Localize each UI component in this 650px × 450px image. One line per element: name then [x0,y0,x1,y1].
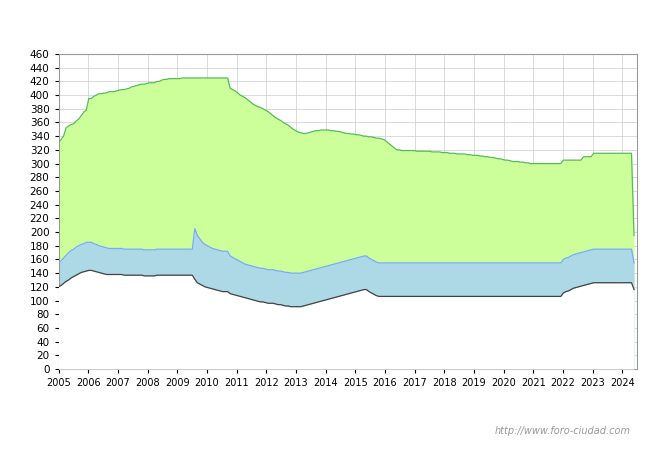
Text: http://www.foro-ciudad.com: http://www.foro-ciudad.com [495,427,630,436]
Text: Benicolet - Evolucion de la poblacion en edad de Trabajar Mayo de 2024: Benicolet - Evolucion de la poblacion en… [65,18,585,31]
